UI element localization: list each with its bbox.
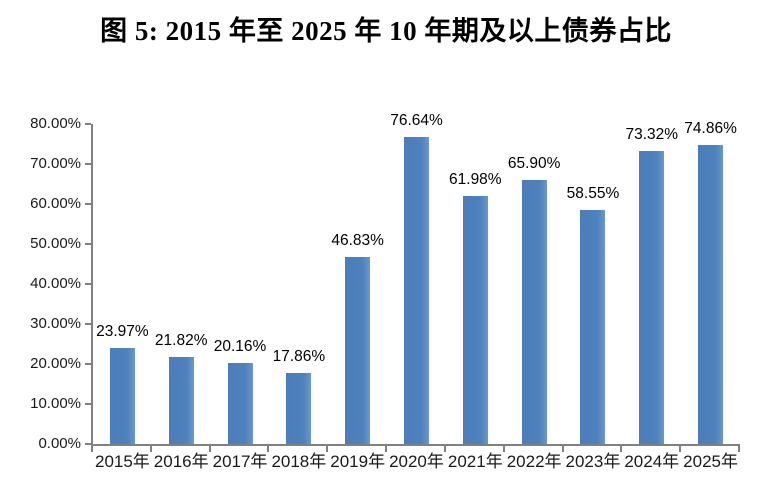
- bar-value-label: 46.83%: [331, 231, 384, 249]
- y-axis-label: 60.00%: [30, 195, 81, 212]
- x-axis-label: 2018年: [271, 452, 327, 471]
- y-axis-tick: [85, 163, 91, 165]
- x-axis-tick: [620, 446, 623, 452]
- bar-value-label: 21.82%: [154, 331, 208, 349]
- bar: [698, 144, 724, 444]
- x-axis-tick: [561, 446, 564, 452]
- bar: [345, 256, 371, 444]
- bar-value-label: 20.16%: [213, 338, 267, 356]
- x-axis-label: 2016年: [153, 452, 209, 471]
- y-axis-tick: [85, 363, 91, 365]
- x-axis-line: [91, 444, 740, 446]
- bar: [109, 348, 135, 444]
- x-axis-tick: [502, 446, 505, 452]
- x-axis-tick: [738, 446, 740, 452]
- y-axis-tick: [85, 203, 91, 205]
- x-axis-tick: [443, 446, 446, 452]
- bar: [168, 356, 194, 444]
- y-axis-label: 0.00%: [38, 435, 81, 452]
- y-axis-label: 10.00%: [30, 395, 81, 412]
- bar: [580, 209, 606, 444]
- bar-value-label: 58.55%: [566, 184, 620, 202]
- x-axis-tick: [91, 446, 93, 452]
- bar-value-label: 65.90%: [507, 155, 561, 173]
- x-axis-label: 2024年: [624, 452, 680, 471]
- y-axis-label: 50.00%: [30, 235, 81, 252]
- x-axis-label: 2025年: [683, 452, 738, 471]
- bar-value-label: 23.97%: [96, 323, 149, 341]
- x-axis-label: 2020年: [389, 452, 444, 471]
- bar: [404, 137, 429, 444]
- x-axis-tick: [385, 446, 388, 452]
- x-axis-tick: [208, 446, 211, 452]
- figure-title: 图 5: 2015 年至 2025 年 10 年期及以上债券占比: [100, 16, 672, 46]
- x-axis-tick: [326, 446, 329, 452]
- x-axis-label: 2021年: [447, 452, 503, 471]
- bar: [639, 150, 665, 444]
- y-axis-label: 20.00%: [30, 355, 81, 372]
- bar-value-label: 61.98%: [449, 171, 502, 189]
- y-axis-label: 70.00%: [30, 155, 81, 172]
- x-axis-label: 2017年: [212, 452, 268, 471]
- bar: [286, 372, 312, 444]
- x-axis-label: 2022年: [506, 452, 562, 471]
- bar: [227, 363, 253, 444]
- bar-value-label: 76.64%: [390, 112, 443, 130]
- x-axis-label: 2019年: [330, 452, 386, 471]
- y-axis-tick: [85, 403, 91, 405]
- y-axis-tick: [85, 443, 91, 445]
- bar-value-label: 73.32%: [625, 125, 679, 143]
- bar: [521, 180, 547, 444]
- x-axis-label: 2023年: [565, 452, 621, 471]
- y-axis-tick: [85, 283, 91, 285]
- y-axis-tick: [85, 243, 91, 245]
- y-axis-tick: [85, 123, 91, 125]
- bar: [462, 196, 488, 444]
- bar-value-label: 74.86%: [684, 119, 737, 137]
- x-axis-tick: [267, 446, 270, 452]
- y-axis-label: 80.00%: [30, 115, 81, 132]
- x-axis-tick: [149, 446, 152, 452]
- x-axis-tick: [679, 446, 682, 452]
- y-axis-tick: [85, 323, 91, 325]
- bar-value-label: 17.86%: [272, 347, 326, 365]
- x-axis-label: 2015年: [94, 452, 150, 471]
- y-axis-label: 30.00%: [30, 315, 81, 332]
- y-axis-label: 40.00%: [30, 275, 81, 292]
- y-axis-line: [91, 124, 93, 446]
